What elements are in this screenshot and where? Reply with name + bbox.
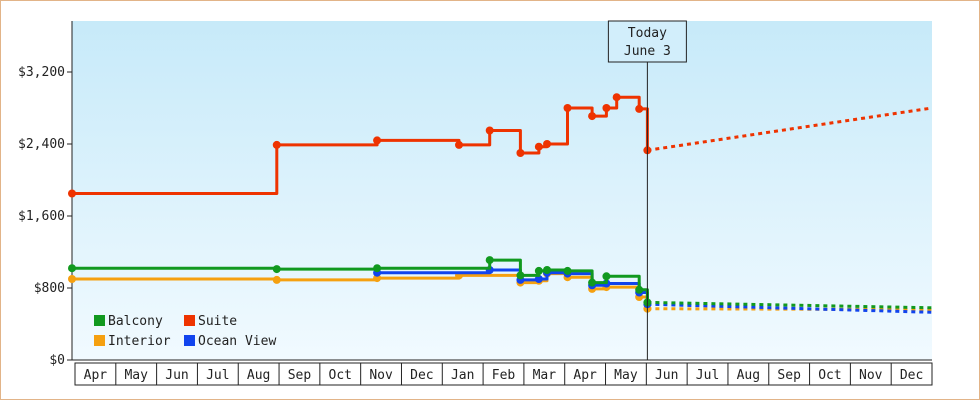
balcony-point (373, 264, 382, 273)
month-label: Apr (84, 368, 108, 383)
suite-point (534, 142, 543, 151)
month-label: Oct (818, 368, 841, 383)
balcony-point (534, 266, 543, 275)
interior-point (68, 275, 76, 283)
suite-point (485, 126, 494, 135)
legend-swatch-suite (184, 315, 195, 326)
month-strip (74, 362, 933, 386)
month-label: Aug (737, 368, 760, 383)
balcony-point (543, 266, 552, 274)
suite-point (563, 104, 572, 112)
today-box (607, 20, 687, 63)
balcony-point (602, 272, 611, 281)
month-label: Apr (573, 368, 597, 383)
interior-point (272, 275, 281, 284)
suite-point (602, 104, 611, 112)
y-tick-label: $1,600 (18, 209, 65, 224)
ocean-view-point (534, 275, 543, 283)
month-label: Sep (288, 368, 312, 383)
month-label: Dec (900, 368, 923, 383)
today-marker: Today June 3 (607, 20, 687, 360)
balcony-point (485, 256, 494, 265)
y-tick-label: $800 (34, 281, 65, 296)
y-axis: $0 $800 $1,600 $2,400 $3,200 (18, 21, 73, 368)
month-label: Jan (451, 368, 474, 383)
y-tick-label: $2,400 (18, 137, 65, 152)
month-label: Mar (533, 368, 557, 383)
plot-background (72, 21, 932, 360)
month-label: Aug (247, 368, 270, 383)
month-label: Oct (329, 368, 352, 383)
legend: Balcony Suite Interior Ocean View (94, 314, 276, 349)
balcony-point (635, 285, 644, 294)
legend-label-balcony: Balcony (108, 314, 163, 329)
suite-point (68, 189, 76, 198)
suite-point (612, 93, 621, 102)
balcony-point (68, 264, 76, 273)
balcony-point (272, 265, 281, 274)
legend-swatch-ocean-view (184, 335, 195, 346)
month-label: Jun (655, 368, 678, 383)
suite-point (455, 140, 463, 149)
suite-point (516, 149, 525, 157)
balcony-point (563, 266, 572, 275)
suite-point (588, 112, 597, 121)
balcony-point (516, 271, 525, 280)
month-label: Dec (410, 368, 433, 383)
month-label: May (124, 368, 148, 383)
legend-label-interior: Interior (108, 334, 171, 349)
month-label: Jun (165, 368, 188, 383)
today-date: June 3 (624, 44, 671, 59)
series-lines (68, 93, 933, 314)
month-label: Feb (492, 368, 516, 383)
legend-swatch-balcony (94, 315, 105, 326)
month-label: Nov (859, 368, 883, 383)
suite-point (635, 104, 644, 113)
month-label: Sep (777, 368, 801, 383)
month-label: Nov (369, 368, 393, 383)
suite-point (373, 136, 382, 145)
month-label: May (614, 368, 638, 383)
today-label: Today (628, 26, 667, 41)
balcony-point (588, 278, 597, 287)
legend-label-suite: Suite (198, 314, 237, 329)
month-label: Jul (206, 368, 229, 383)
suite-point (272, 140, 281, 149)
y-tick-label: $0 (49, 353, 65, 368)
suite-point (543, 140, 552, 148)
month-label: Jul (696, 368, 719, 383)
legend-label-ocean-view: Ocean View (198, 334, 276, 349)
month-axis: Apr May Jun Jul Aug Sep Oct Nov Dec Jan Feb Mar Apr M… (72, 359, 933, 386)
y-tick-label: $3,200 (18, 65, 65, 80)
legend-swatch-interior (94, 335, 105, 346)
